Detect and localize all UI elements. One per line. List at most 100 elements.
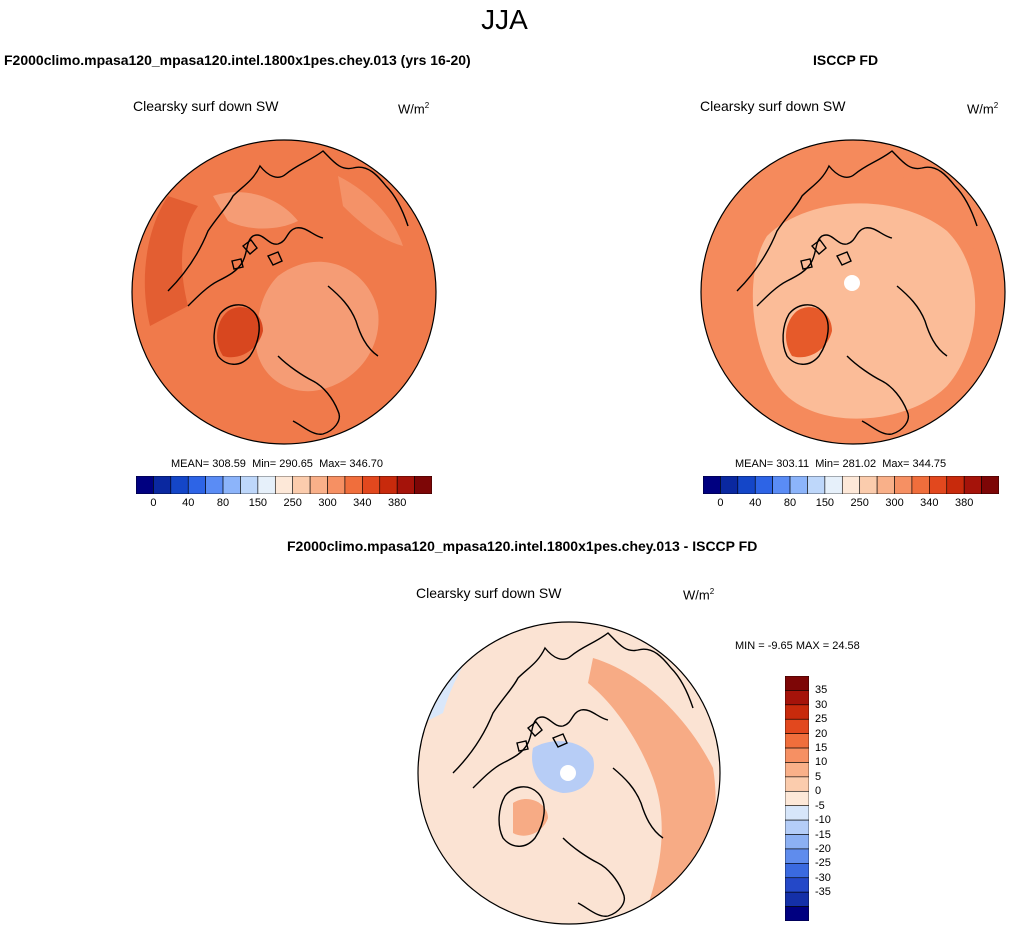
diff-field-patch [588,658,716,918]
colorbar-tick-label: 15 [815,742,828,755]
diff-coastline [472,709,609,789]
colorbar-tick-label: 40 [749,497,762,509]
colorbar-swatch [894,476,913,494]
colorbar-swatch [789,476,808,494]
colorbar-tick-label: 340 [353,497,372,509]
model-greenland-outline [213,304,260,365]
diff-colorbar-ticks: 35 30 25 20 15 10 5 0 -5 -10 -15 -20 -25 -30 -35 [815,676,855,921]
model-field-patch [144,196,198,326]
diff-colorbar [785,676,809,921]
colorbar-tick-label: 30 [815,698,828,711]
colorbar-swatch [785,718,809,734]
colorbar-tick-label: 380 [954,497,974,509]
colorbar-swatch [785,805,809,821]
model-polar-map [131,139,437,445]
colorbar-tick-label: 300 [885,497,904,509]
colorbar-tick-label: 5 [815,770,822,783]
obs-colorbar-ticks: 0 40 80 150 250 300 340 380 [703,497,999,511]
colorbar-swatch [396,476,415,494]
model-colorbar-ticks: 0 40 80 150 250 300 340 380 [136,497,432,511]
colorbar-tick-label: -5 [815,799,825,812]
obs-field-patch [752,203,976,419]
colorbar-tick-label: -10 [815,814,831,827]
diff-stats: MIN = -9.65 MAX = 24.58 [735,640,860,652]
obs-colorbar [703,476,999,494]
colorbar-tick-label: 20 [815,727,828,740]
colorbar-swatch [859,476,878,494]
model-colorbar [136,476,432,494]
colorbar-swatch [785,906,809,921]
colorbar-swatch [772,476,791,494]
colorbar-tick-label: 340 [920,497,939,509]
colorbar-swatch [720,476,739,494]
obs-greenland-patch [785,307,832,358]
colorbar-swatch [929,476,948,494]
colorbar-swatch [785,834,809,850]
model-variable-label: Clearsky surf down SW [133,98,279,114]
model-field-patch [338,176,403,246]
colorbar-tick-label: 0 [815,785,822,798]
colorbar-swatch [911,476,930,494]
colorbar-swatch [379,476,398,494]
diff-field-patch [513,798,548,836]
colorbar-tick-label: -30 [815,871,831,884]
obs-field-patch [887,156,997,266]
colorbar-tick-label: 40 [182,497,195,509]
colorbar-swatch [240,476,259,494]
colorbar-swatch [785,877,809,893]
model-coastline [277,355,340,435]
colorbar-swatch [785,891,809,907]
model-coastline [327,285,379,357]
colorbar-swatch [309,476,328,494]
colorbar-swatch [327,476,346,494]
obs-islands [800,239,852,270]
colorbar-tick-label: 0 [150,497,157,509]
model-map-border [131,139,437,445]
colorbar-swatch [170,476,189,494]
diff-coastline [452,632,694,774]
model-coastline [187,227,324,307]
colorbar-tick-label: -15 [815,828,831,841]
model-field-patch [255,261,379,392]
model-greenland-patch [216,307,263,358]
colorbar-swatch [785,704,809,720]
colorbar-swatch [785,747,809,763]
colorbar-tick-label: 150 [815,497,835,509]
colorbar-swatch [754,476,773,494]
colorbar-swatch [344,476,363,494]
colorbar-swatch [785,848,809,864]
obs-missing-pole [844,275,860,291]
colorbar-tick-label: 35 [815,684,828,697]
colorbar-swatch [785,676,809,691]
colorbar-tick-label: 380 [387,497,407,509]
colorbar-tick-label: 150 [248,497,268,509]
diff-greenland-outline [498,786,545,847]
colorbar-swatch [703,476,721,494]
diff-coastline [562,837,625,917]
colorbar-tick-label: 300 [318,497,337,509]
colorbar-swatch [187,476,206,494]
colorbar-swatch [785,790,809,807]
colorbar-swatch [136,476,154,494]
model-coastline [167,150,409,292]
colorbar-swatch [222,476,241,494]
diff-coastline [612,767,664,839]
obs-variable-label: Clearsky surf down SW [700,98,846,114]
model-stats: MEAN= 308.59 Min= 290.65 Max= 346.70 [171,458,383,470]
obs-map-border [700,139,1006,445]
colorbar-swatch [841,476,861,494]
colorbar-tick-label: 80 [783,497,797,509]
colorbar-swatch [785,690,809,706]
colorbar-swatch [785,819,809,835]
colorbar-tick-label: 250 [283,497,302,509]
obs-stats: MEAN= 303.11 Min= 281.02 Max= 344.75 [735,458,947,470]
colorbar-tick-label: 80 [216,497,230,509]
colorbar-swatch [785,776,809,792]
obs-units-label: W/m2 [967,101,999,117]
colorbar-tick-label: 25 [815,713,828,726]
obs-coastline [896,285,948,357]
model-panel-title: F2000climo.mpasa120_mpasa120.intel.1800x… [4,52,471,68]
model-field-patch [213,192,298,229]
colorbar-tick-label: -35 [815,886,831,899]
colorbar-swatch [981,476,999,494]
